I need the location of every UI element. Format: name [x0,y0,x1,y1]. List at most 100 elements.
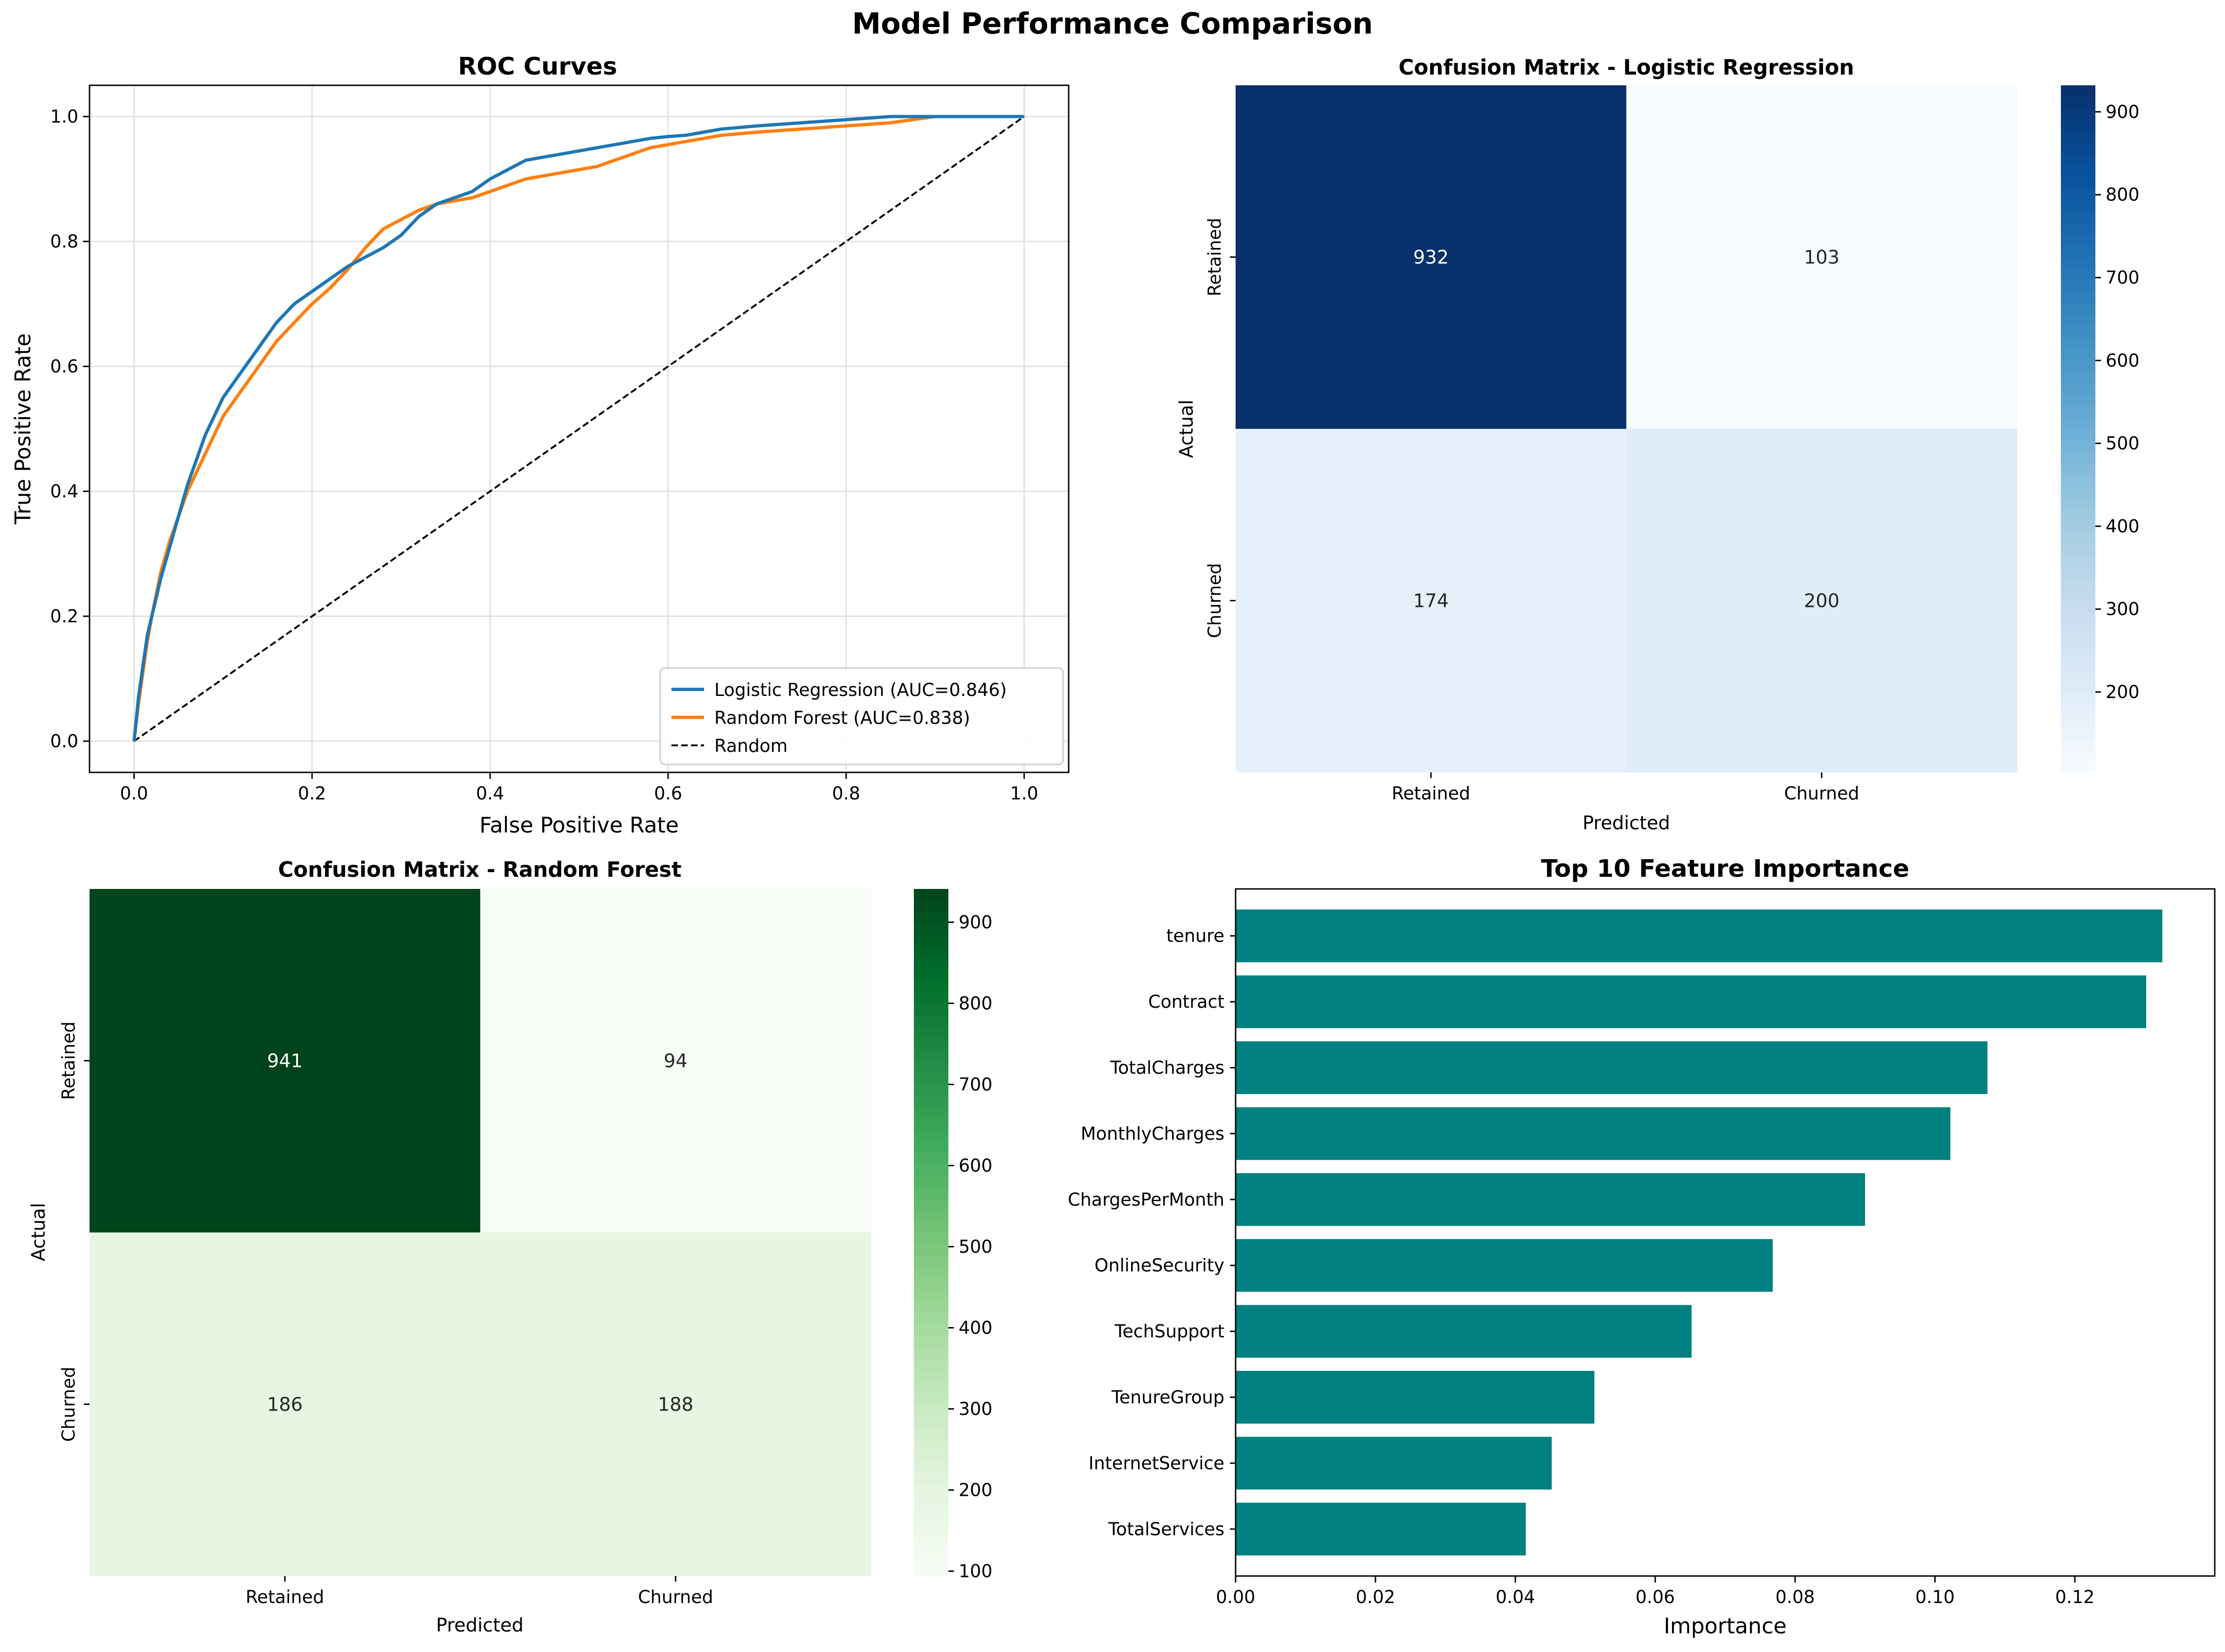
cm-logistic-colorbar-segment [2061,738,2095,750]
cm-forest-colorbar-segment [914,1209,948,1222]
cm-forest-colorbar-segment [914,1530,948,1542]
fi-bar [1236,1305,1692,1358]
cm-logistic-colorbar-segment [2061,337,2095,350]
fi-category-label: InternetService [1089,1453,1224,1473]
roc-series-random [133,116,1025,742]
fi-xtick-label: 0.06 [1636,1587,1675,1607]
cm-logistic-colorbar-segment [2061,417,2095,429]
cm-forest-colorbar-segment [914,1038,948,1050]
cm-logistic-colorbar-label: 200 [2106,682,2140,702]
cm-forest-cell-value: 188 [658,1394,693,1416]
cm-forest-colorbar-segment [914,1381,948,1393]
cm-forest-colorbar-segment [914,1519,948,1531]
cm-forest-cell [90,889,481,1233]
cm-forest-colorbar-segment [914,889,948,901]
cm-logistic-cell [1626,85,2018,429]
cm-logistic-colorbar-segment [2061,566,2095,578]
cm-forest-colorbar-label: 800 [959,993,993,1013]
cm-forest-colorbar-segment [914,1083,948,1096]
cm-logistic-colorbar-segment [2061,463,2095,475]
cm-logistic-colorbar-segment [2061,612,2095,624]
cm-forest-colorbar-segment [914,1358,948,1370]
fi-title: Top 10 Feature Importance [1541,855,1909,883]
cm-forest-ylabel: Actual [28,1203,49,1261]
cm-logistic-colorbar-label: 300 [2106,599,2140,620]
cm-forest-cell [480,889,871,1233]
cm-logistic-colorbar-segment [2061,291,2095,303]
cm-logistic-colorbar-segment [2061,394,2095,406]
roc-xtick-label: 0.4 [476,783,504,804]
fi-xtick-label: 0.12 [2055,1587,2095,1607]
cm-forest-colorbar-segment [914,1392,948,1405]
cm-forest-colorbar-segment [914,1255,948,1267]
cm-forest-colorbar-label: 200 [959,1480,993,1501]
roc-xtick-label: 0.0 [120,783,148,804]
roc-xtick-label: 0.2 [298,783,326,804]
cm-forest-colorbar-segment [914,1198,948,1210]
roc-xtick-label: 0.6 [654,783,682,804]
cm-forest-colorbar-segment [914,1118,948,1130]
fi-category-label: TenureGroup [1111,1387,1224,1408]
cm-forest-colorbar-segment [914,1427,948,1439]
cm-logistic-colorbar-segment [2061,154,2095,166]
cm-forest-chart: Confusion Matrix - Random Forest 941 94 18… [28,857,993,1636]
cm-forest-colorbar-segment [914,1324,948,1336]
cm-logistic-chart: Confusion Matrix - Logistic Regression 9… [1176,55,2140,834]
cm-forest-colorbar-label: 400 [959,1317,993,1338]
cm-logistic-colorbar-segment [2061,280,2095,292]
cm-forest-colorbar-segment [914,1095,948,1107]
roc-chart: ROC Curves 0.0 0.2 0.4 0.6 0.8 1.0 0.0 0.2 0.4 0.… [10,53,1070,838]
roc-axes-frame [89,84,1070,773]
cm-forest-colorbar-segment [914,900,948,913]
cm-logistic-colorbar-label: 600 [2106,350,2140,371]
cm-logistic-colorbar-segment [2061,211,2095,223]
cm-logistic-colorbar-segment [2061,245,2095,258]
cm-logistic-colorbar-segment [2061,635,2095,647]
cm-forest-colorbar-segment [914,1049,948,1061]
cm-forest-colorbar-segment [914,1175,948,1187]
cm-forest-colorbar-segment [914,1335,948,1348]
cm-logistic-colorbar-segment [2061,509,2095,521]
cm-forest-colorbar-segment [914,1312,948,1325]
cm-forest-colorbar-segment [914,980,948,993]
cm-forest-colorbar-label: 100 [959,1561,993,1582]
roc-xlabel: False Positive Rate [479,812,679,838]
cm-logistic-cell-value: 200 [1804,591,1839,612]
cm-forest-colorbar-segment [914,912,948,924]
cm-forest-colorbar-segment [914,1553,948,1565]
cm-forest-colorbar-segment [914,1289,948,1302]
cm-logistic-colorbar-segment [2061,520,2095,533]
cm-logistic-colorbar-segment [2061,486,2095,498]
cm-forest-colorbar-segment [914,1370,948,1382]
cm-forest-xtick-label: Churned [638,1587,713,1607]
cm-logistic-ylabel: Actual [1176,399,1197,458]
cm-forest-colorbar-label: 500 [959,1236,993,1257]
cm-forest-colorbar-segment [914,1439,948,1451]
cm-forest-cell-value: 94 [664,1051,688,1072]
roc-legend-box [659,667,1064,765]
cm-forest-colorbar-segment [914,957,948,970]
cm-logistic-colorbar-segment [2061,349,2095,361]
cm-forest-colorbar-segment [914,1564,948,1576]
fi-bar [1236,1370,1595,1424]
fi-xtick-label: 0.04 [1496,1587,1535,1607]
roc-ytick-label: 0.2 [50,606,78,626]
cm-logistic-colorbar-segment [2061,142,2095,155]
cm-forest-xlabel: Predicted [436,1615,524,1636]
fi-xtick-label: 0.10 [1915,1587,1955,1607]
cm-forest-colorbar-segment [914,1152,948,1164]
cm-logistic-colorbar-segment [2061,623,2095,636]
cm-forest-xtick-label: Retained [246,1587,324,1607]
fi-xtick-label: 0.00 [1216,1587,1256,1607]
fi-bar [1236,1107,1950,1160]
cm-logistic-xlabel: Predicted [1582,812,1670,834]
fi-bar [1236,975,2146,1028]
fi-axes-frame [1235,888,2216,1577]
cm-logistic-colorbar-segment [2061,177,2095,189]
cm-logistic-cell-value: 103 [1804,247,1839,268]
cm-logistic-colorbar-segment [2061,314,2095,326]
cm-logistic-colorbar-segment [2061,452,2095,464]
feature-importance-chart: Top 10 Feature Importance tenure Contract… [1068,855,2216,1638]
cm-logistic-xtick-label: Retained [1392,783,1470,804]
